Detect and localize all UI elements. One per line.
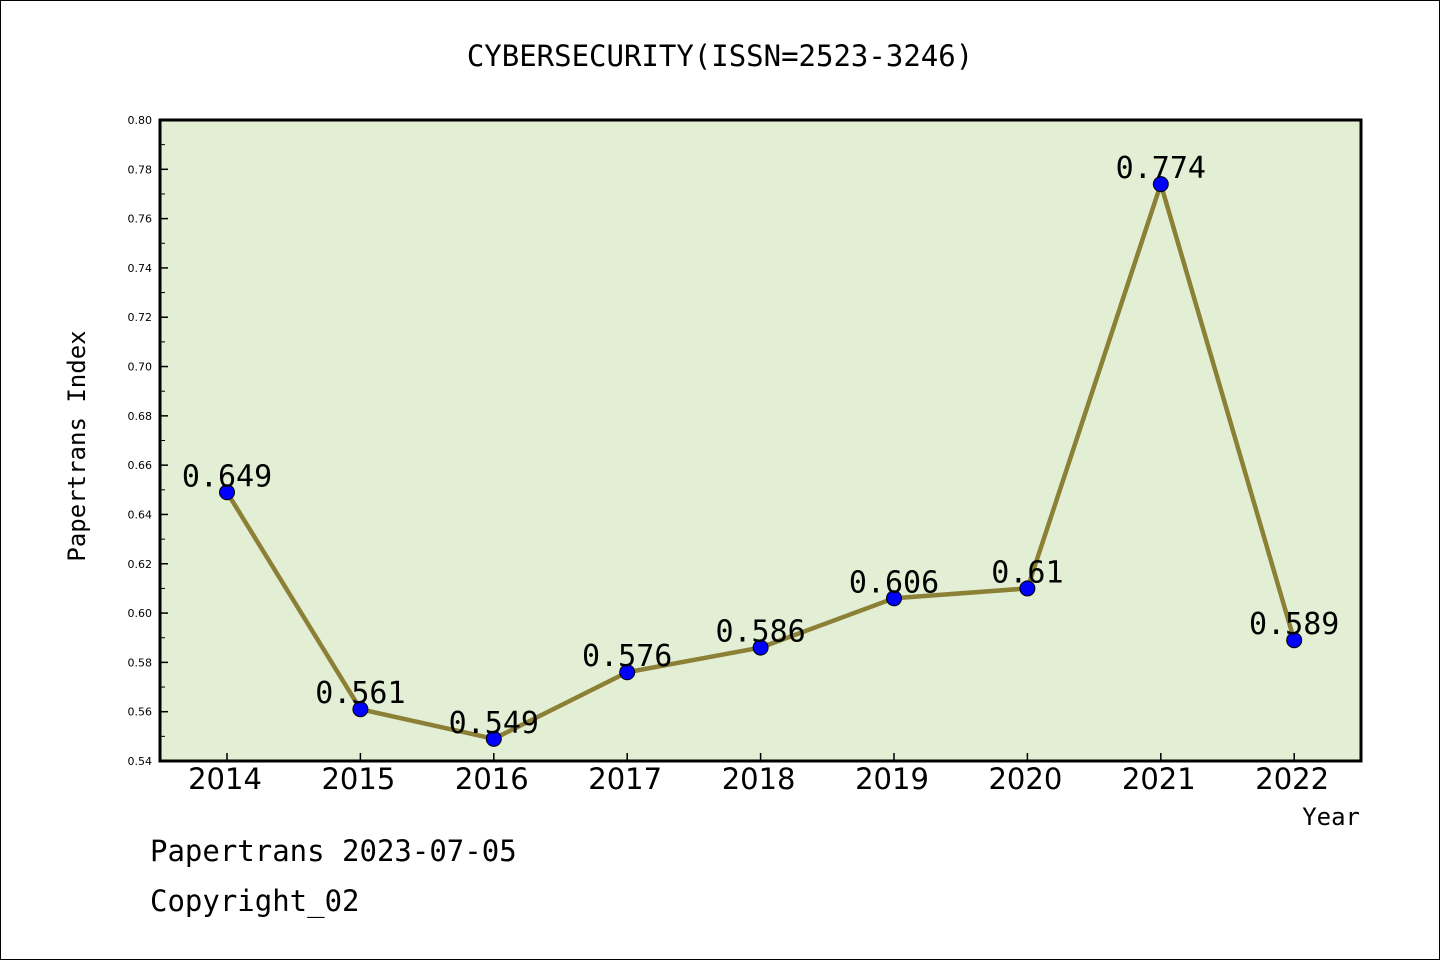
y-tick-label: 0.64	[128, 508, 153, 521]
data-point	[485, 730, 502, 747]
chart-title: CYBERSECURITY(ISSN=2523-3246)	[467, 39, 973, 73]
y-tick-label: 0.56	[128, 706, 153, 719]
y-axis: 0.54 0.56 0.58 0.60 0.62 0.64 0.66 0.68 0.70 0.72…	[128, 114, 168, 768]
y-tick-label: 0.70	[128, 361, 153, 374]
data-point	[1019, 580, 1036, 597]
footer-date: Papertrans 2023-07-05	[150, 834, 517, 868]
x-tick-label: 2019	[855, 762, 929, 796]
x-tick-label: 2014	[188, 762, 262, 796]
x-tick-label: 2016	[455, 762, 529, 796]
y-tick-label: 0.78	[128, 163, 153, 176]
x-tick-label: 2017	[588, 762, 662, 796]
y-tick-label: 0.74	[128, 262, 153, 275]
plot-area	[158, 118, 1363, 763]
footer-copyright: Copyright_02	[150, 884, 360, 918]
data-label: 0.61	[991, 555, 1063, 590]
data-label: 0.576	[582, 639, 672, 674]
x-axis: 2014 2015 2016 2017 2018 2019 2020 2021 2022	[188, 753, 1329, 796]
x-tick-label: 2021	[1122, 762, 1196, 796]
data-label: 0.649	[182, 459, 272, 494]
y-tick-label: 0.80	[128, 114, 153, 127]
data-label: 0.589	[1249, 607, 1339, 642]
data-point	[1152, 176, 1169, 193]
data-label: 0.549	[449, 706, 539, 741]
y-tick-label: 0.76	[128, 213, 153, 226]
data-point	[619, 664, 636, 681]
data-point	[1286, 632, 1303, 649]
data-point	[752, 639, 769, 656]
x-tick-label: 2022	[1255, 762, 1329, 796]
data-label: 0.586	[715, 615, 805, 650]
y-tick-label: 0.72	[128, 311, 153, 324]
x-tick-label: 2015	[321, 762, 395, 796]
data-point	[219, 484, 235, 501]
x-tick-label: 2020	[988, 762, 1062, 796]
series-layer: 0.649 0.561 0.549 0.576 0.586 0.606 0.61 0.774 0…	[182, 151, 1339, 747]
data-label: 0.774	[1116, 151, 1206, 186]
data-label: 0.561	[315, 676, 405, 711]
y-tick-label: 0.60	[128, 607, 153, 620]
y-tick-label: 0.54	[128, 755, 153, 768]
data-point	[886, 590, 902, 607]
data-point	[352, 701, 369, 718]
y-tick-label: 0.68	[128, 410, 153, 423]
data-label: 0.606	[849, 565, 939, 600]
y-tick-label: 0.62	[128, 558, 153, 571]
y-tick-label: 0.58	[128, 656, 153, 669]
y-axis-label: Papertrans Index	[63, 330, 91, 561]
y-tick-label: 0.66	[128, 459, 153, 472]
x-axis-label: Year	[1302, 803, 1360, 831]
x-tick-label: 2018	[722, 762, 796, 796]
